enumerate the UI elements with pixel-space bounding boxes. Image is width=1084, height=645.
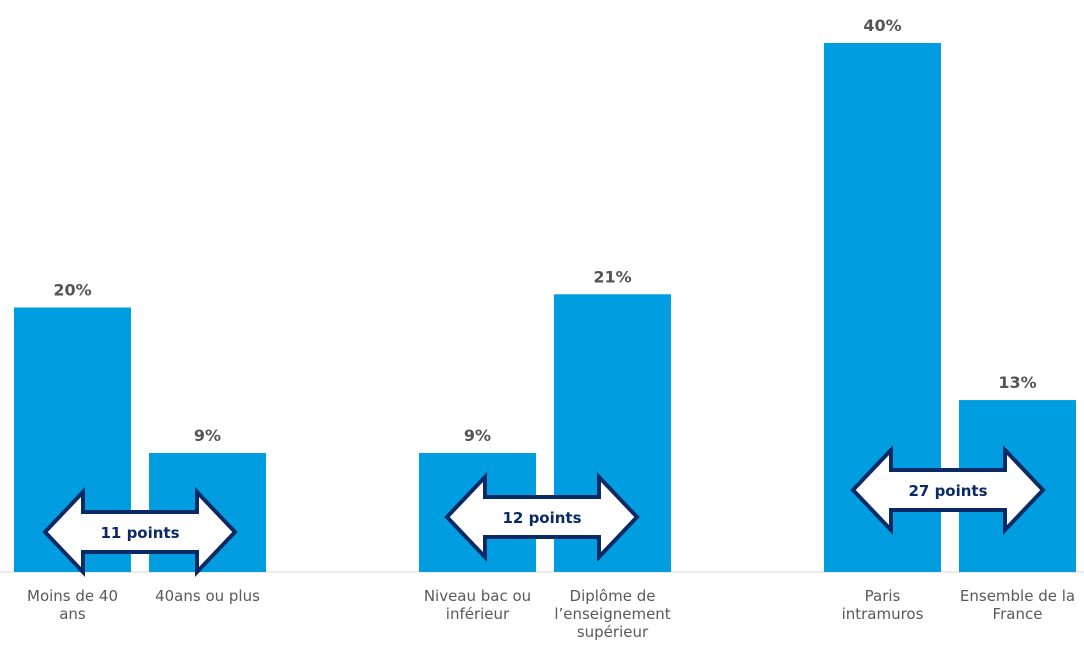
data-label: 21% bbox=[593, 267, 631, 286]
double-arrow-icon bbox=[444, 471, 640, 563]
x-tick-label: Paris intramuros bbox=[842, 587, 924, 623]
annotation-label: 12 points bbox=[502, 509, 581, 527]
data-label: 20% bbox=[53, 281, 91, 300]
annotation-label: 11 points bbox=[100, 524, 179, 542]
double-arrow-icon bbox=[42, 486, 238, 578]
x-tick-label: Moins de 40 ans bbox=[27, 587, 118, 623]
data-label: 9% bbox=[464, 426, 491, 445]
x-tick-label: 40ans ou plus bbox=[155, 587, 260, 605]
x-tick-label: Diplôme de l’enseignement supérieur bbox=[554, 587, 670, 641]
x-tick-label: Niveau bac ou inférieur bbox=[424, 587, 531, 623]
data-label: 40% bbox=[863, 16, 901, 35]
double-arrow-icon bbox=[850, 444, 1046, 536]
data-label: 13% bbox=[998, 373, 1036, 392]
data-label: 9% bbox=[194, 426, 221, 445]
annotation-label: 27 points bbox=[908, 482, 987, 500]
x-tick-label: Ensemble de la France bbox=[960, 587, 1075, 623]
